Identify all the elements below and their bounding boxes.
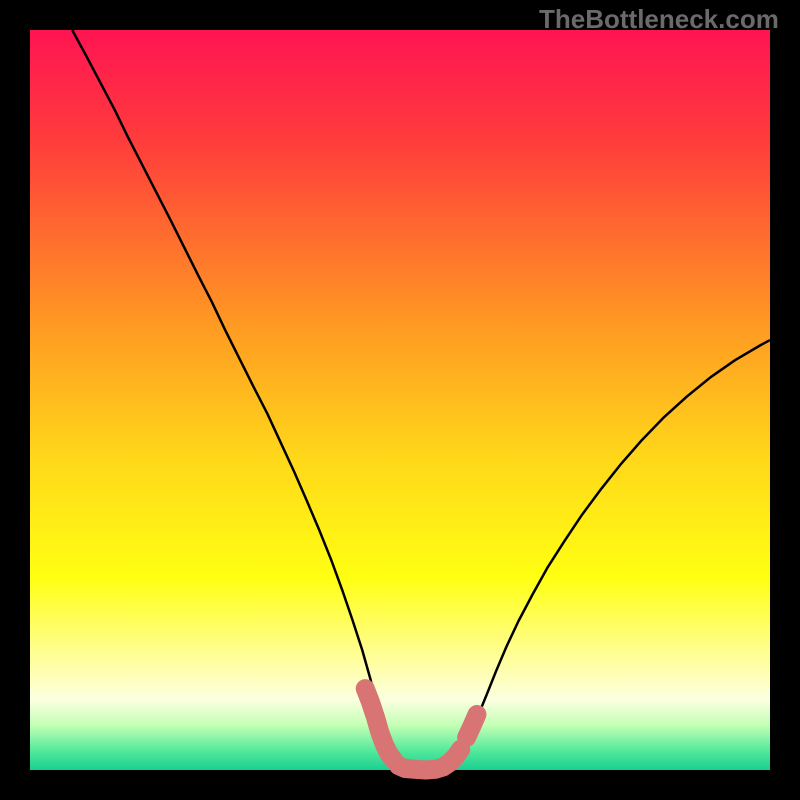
highlight-segment-2 — [467, 715, 477, 738]
plot-background — [30, 30, 770, 770]
bottleneck-chart — [0, 0, 800, 800]
watermark-text: TheBottleneck.com — [539, 4, 779, 35]
